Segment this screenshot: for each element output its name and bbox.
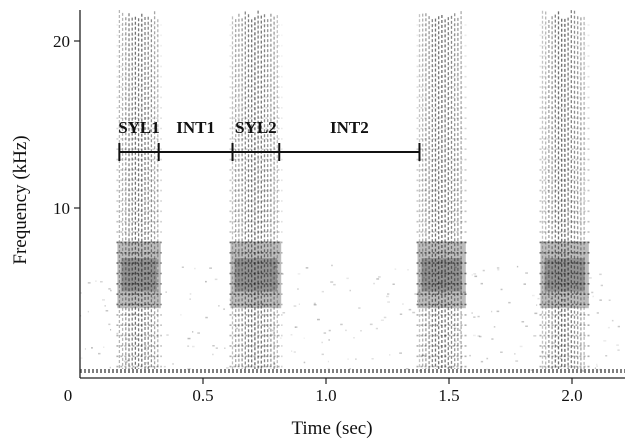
segment-2: INT1 <box>158 118 233 153</box>
axes <box>79 10 625 379</box>
segment-1: SYL1 <box>118 118 160 153</box>
syllable-band-2 <box>229 10 283 369</box>
plot-background <box>80 10 625 378</box>
syllable-band-4 <box>539 10 590 369</box>
syllable-bands <box>116 10 590 369</box>
segment-label: INT2 <box>330 118 369 137</box>
x-tick-label: 0 <box>64 386 73 405</box>
axis-ticks: 0 0.5 1.0 1.5 2.0 10 20 <box>53 32 583 405</box>
x-axis-title: Time (sec) <box>291 418 372 439</box>
segment-label: INT1 <box>176 118 215 137</box>
x-tick-label: 0.5 <box>192 386 213 405</box>
y-tick-label: 10 <box>53 199 70 218</box>
segment-3: SYL2 <box>232 118 280 153</box>
x-tick-label: 1.5 <box>438 386 459 405</box>
y-tick-label: 20 <box>53 32 70 51</box>
segment-label: SYL2 <box>235 118 277 137</box>
y-axis-title: Frequency (kHz) <box>10 135 31 264</box>
syllable-band-3 <box>416 11 467 369</box>
x-tick-label: 2.0 <box>561 386 582 405</box>
segment-annotations: SYL1 INT1 SYL2 INT2 <box>118 118 421 161</box>
segment-label: SYL1 <box>118 118 160 137</box>
syllable-band-1 <box>116 10 162 369</box>
segment-4: INT2 <box>279 118 420 153</box>
x-tick-label: 1.0 <box>315 386 336 405</box>
